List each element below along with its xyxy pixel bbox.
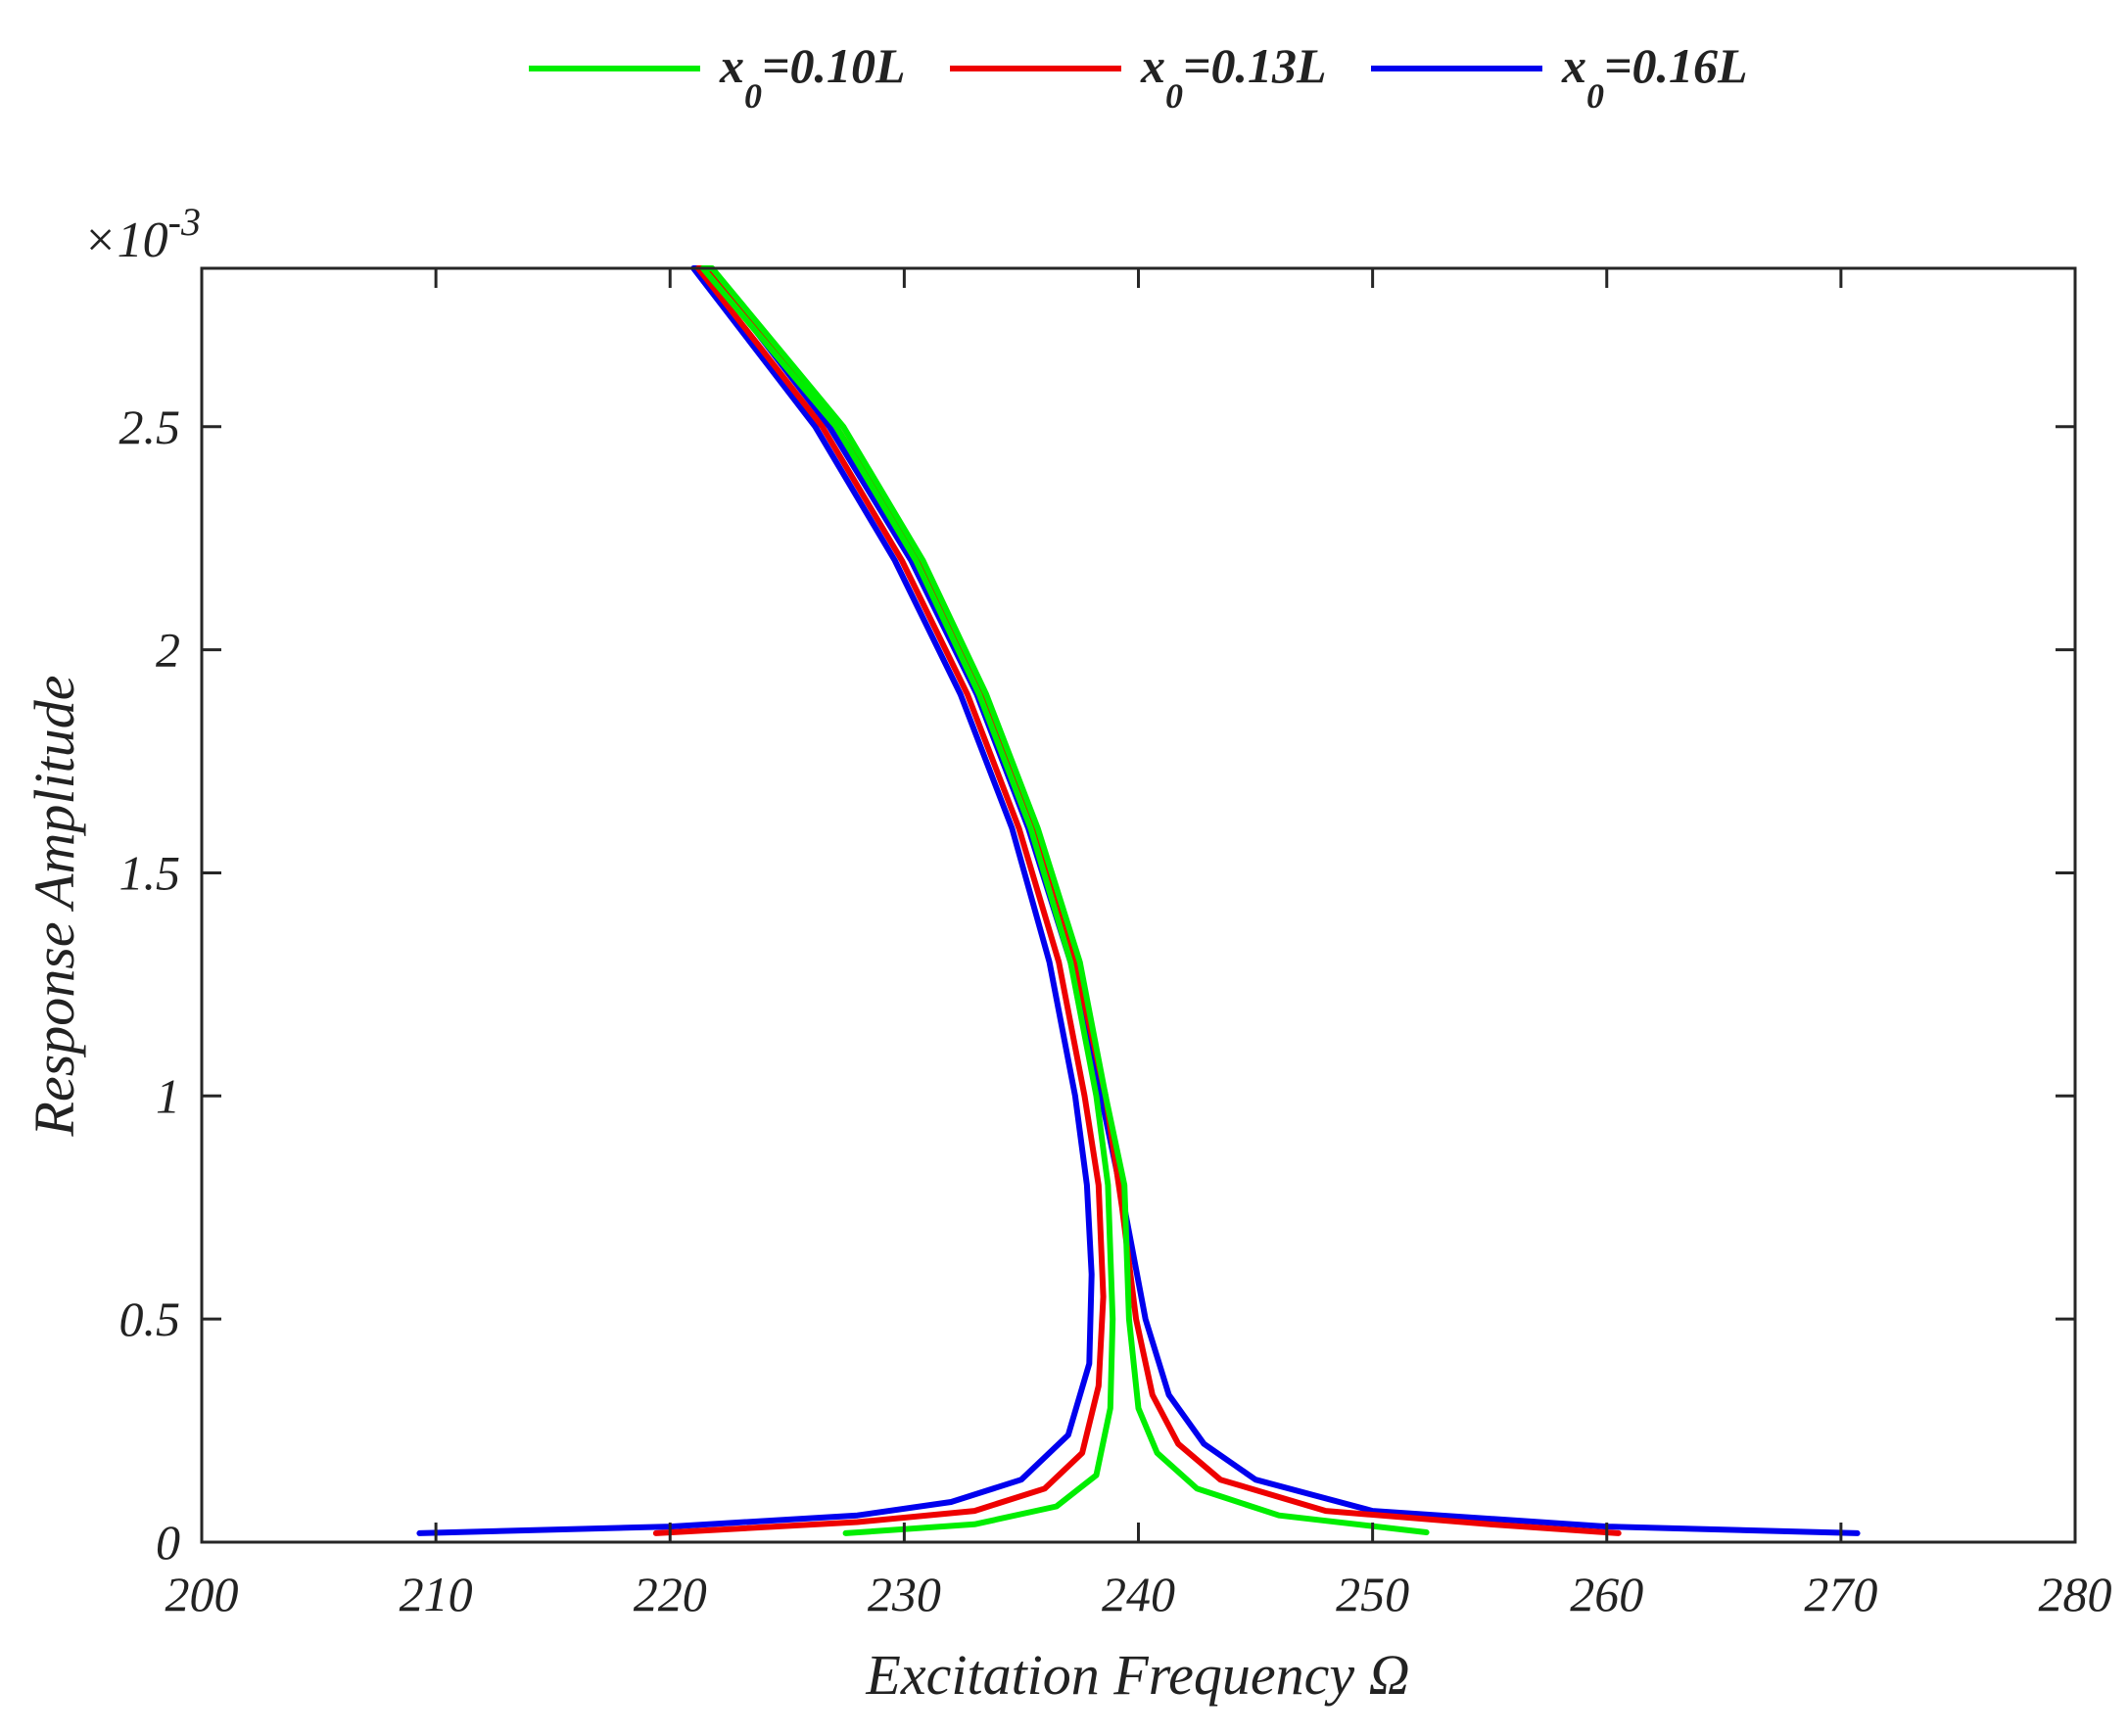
legend-label: x0=0.10L <box>719 38 906 116</box>
y-axis-label: Response Amplitude <box>23 676 86 1138</box>
plot-area-frame <box>200 266 2077 1544</box>
legend-label-var: x <box>1140 38 1165 93</box>
y-tick-label: 2 <box>156 623 180 678</box>
y-tick-label: 1.5 <box>119 845 181 900</box>
legend-label-var: x <box>719 38 744 93</box>
legend-label-value: =0.10L <box>762 38 906 93</box>
x-axis-label: Excitation Frequency Ω <box>865 1643 1409 1707</box>
legend-label: x0=0.16L <box>1561 38 1748 116</box>
x-tick-label: 230 <box>868 1567 941 1621</box>
y-tick-label: 2.5 <box>119 399 181 454</box>
series-line-013L <box>652 265 1622 1536</box>
y-multiplier-exponent: -3 <box>168 200 201 244</box>
x-tick-label: 220 <box>634 1567 707 1621</box>
y-tick-label: 0.5 <box>119 1291 181 1346</box>
y-multiplier-base: ×10 <box>83 212 168 268</box>
legend-label-subscript: 0 <box>1165 76 1183 116</box>
x-axis: 200 210 220 230 240 250 260 270 280 <box>166 268 2112 1621</box>
x-tick-label: 200 <box>166 1567 239 1621</box>
legend-label-subscript: 0 <box>1586 76 1604 116</box>
y-tick-label: 1 <box>156 1068 180 1123</box>
legend-label-value: =0.16L <box>1604 38 1748 93</box>
x-tick-label: 210 <box>400 1567 473 1621</box>
x-tick-label: 250 <box>1336 1567 1409 1621</box>
y-multiplier: ×10-3 <box>83 200 201 268</box>
x-tick-label: 240 <box>1102 1567 1175 1621</box>
legend-label-value: =0.13L <box>1183 38 1327 93</box>
legend: x0=0.10L x0=0.13L x0=0.16L <box>529 38 1748 116</box>
legend-label-var: x <box>1561 38 1586 93</box>
y-tick-label: 0 <box>156 1515 180 1570</box>
y-axis: 0 0.5 1 1.5 2 2.5 <box>119 399 2075 1570</box>
x-tick-label: 270 <box>1804 1567 1877 1621</box>
legend-label: x0=0.13L <box>1140 38 1327 116</box>
series-line-010L <box>699 265 1430 1536</box>
x-tick-label: 260 <box>1570 1567 1643 1621</box>
series-lines <box>416 265 1861 1536</box>
legend-label-subscript: 0 <box>744 76 762 116</box>
x-tick-label: 280 <box>2039 1567 2112 1621</box>
